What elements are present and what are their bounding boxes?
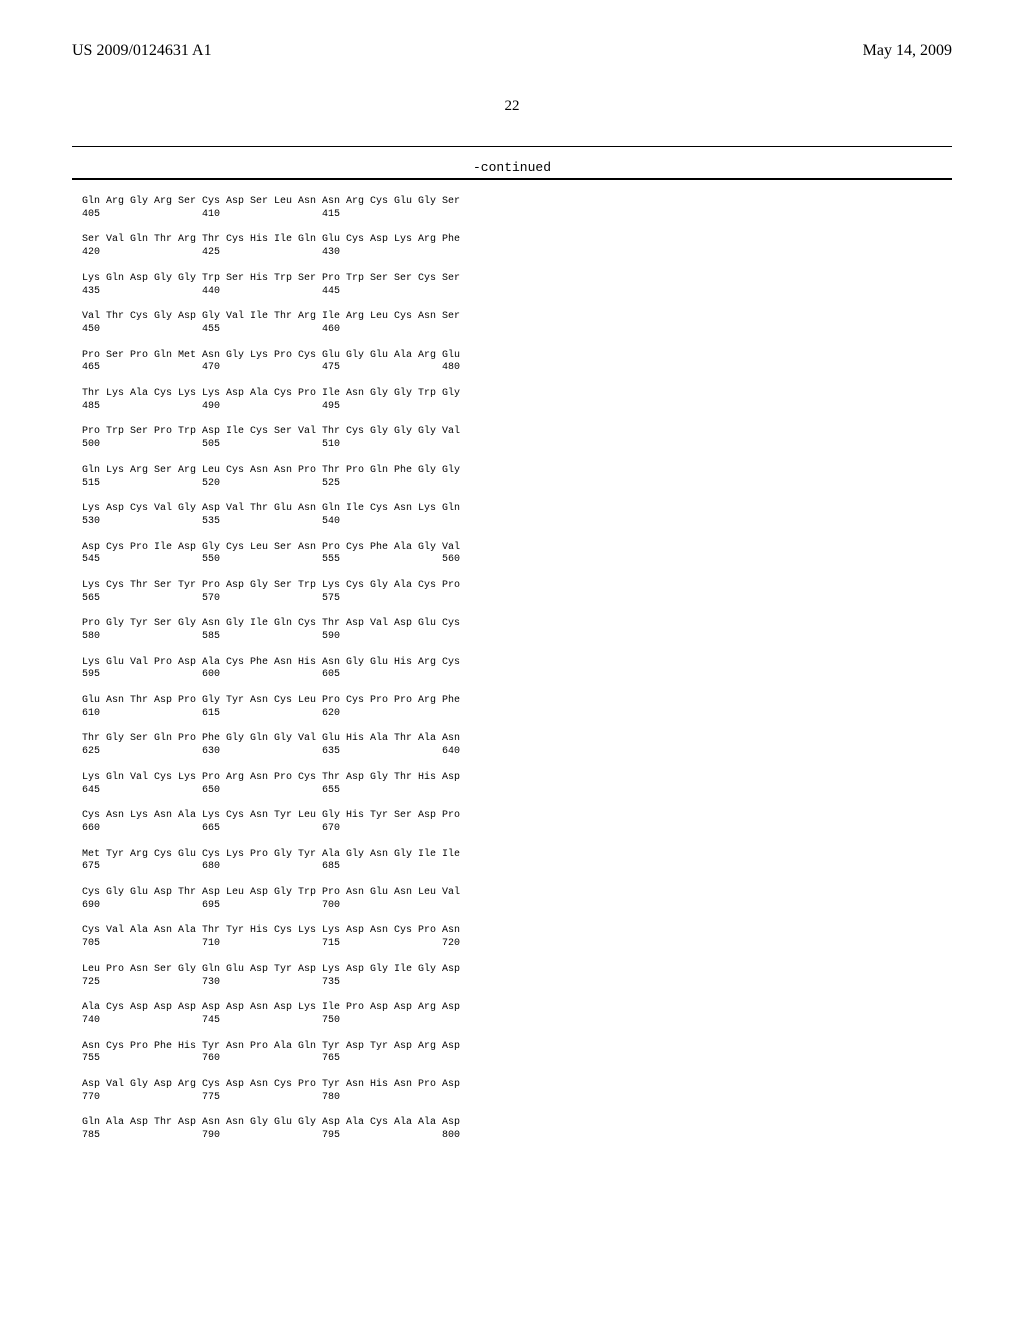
- sequence-listing: Gln Arg Gly Arg Ser Cys Asp Ser Leu Asn …: [82, 196, 460, 1143]
- patent-number: US 2009/0124631 A1: [72, 42, 212, 60]
- page-number: 22: [505, 98, 520, 115]
- divider: [72, 146, 952, 147]
- continued-label: -continued: [473, 160, 551, 175]
- patent-date: May 14, 2009: [863, 42, 952, 60]
- continued-label-wrap: -continued: [72, 158, 952, 176]
- divider: [72, 178, 952, 180]
